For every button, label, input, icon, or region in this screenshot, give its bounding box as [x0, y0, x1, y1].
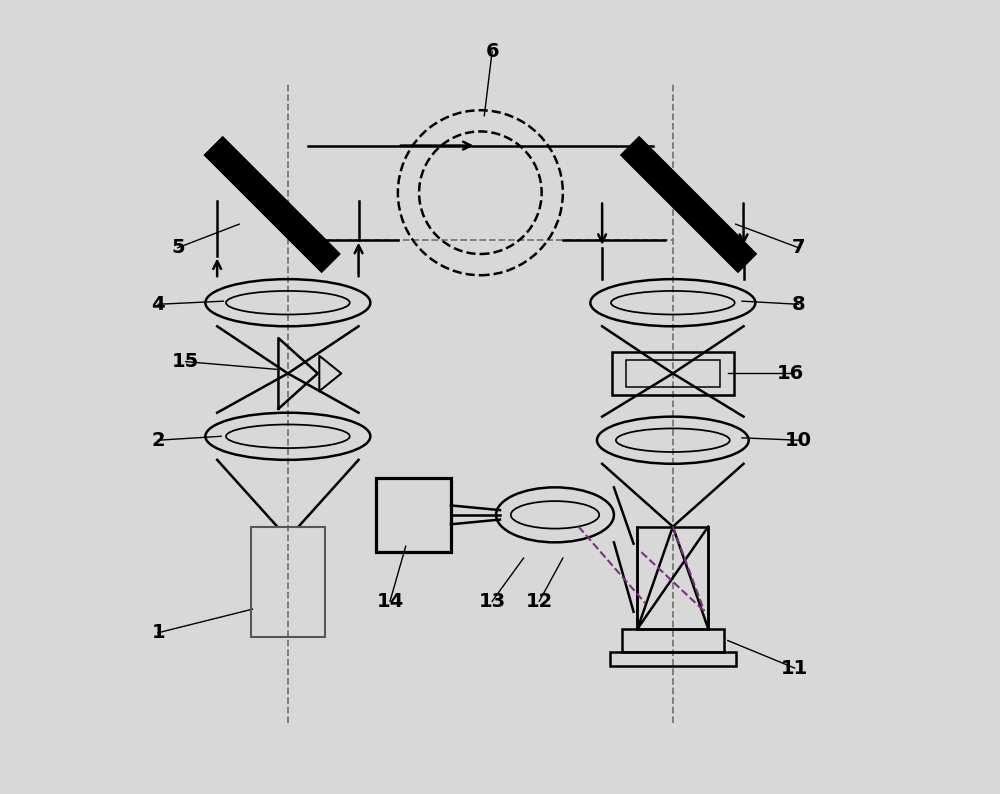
Text: 15: 15	[172, 353, 199, 371]
Bar	[637, 526, 708, 629]
Text: 5: 5	[171, 238, 185, 257]
Bar	[251, 526, 325, 637]
Bar	[626, 360, 720, 387]
Text: 8: 8	[792, 295, 805, 314]
Text: 11: 11	[781, 658, 808, 677]
Text: 16: 16	[777, 364, 804, 383]
Text: 13: 13	[479, 592, 506, 611]
Text: 10: 10	[785, 430, 812, 449]
Polygon shape	[621, 137, 756, 272]
Text: 4: 4	[151, 295, 165, 314]
Text: 12: 12	[526, 592, 553, 611]
Text: 6: 6	[485, 42, 499, 61]
Bar	[622, 629, 724, 653]
Bar	[376, 477, 451, 552]
Polygon shape	[205, 137, 339, 272]
Text: 14: 14	[376, 592, 404, 611]
Text: 1: 1	[151, 623, 165, 642]
Text: 2: 2	[151, 430, 165, 449]
Bar	[610, 653, 736, 666]
Text: 7: 7	[792, 238, 805, 257]
Bar	[612, 352, 734, 395]
